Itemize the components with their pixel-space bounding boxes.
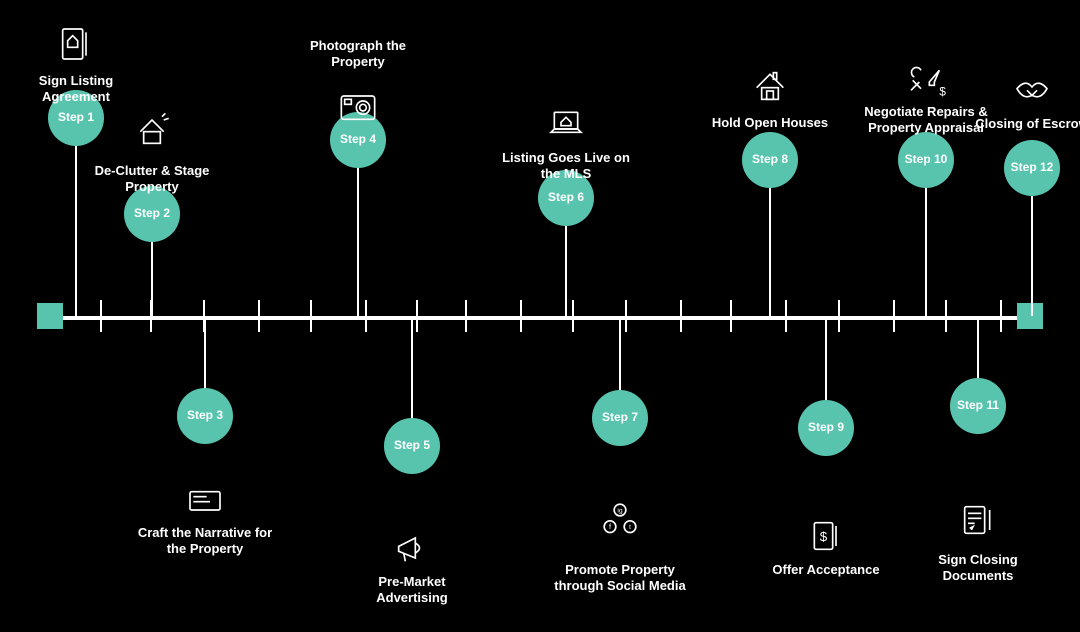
axis-tick <box>572 300 574 332</box>
connector <box>977 316 979 378</box>
axis-tick <box>100 300 102 332</box>
svg-text:$: $ <box>939 85 946 98</box>
step-circle-10: Step 10 <box>898 132 954 188</box>
house-sparkle-icon <box>132 110 172 150</box>
connector <box>769 188 771 316</box>
connector <box>565 226 567 316</box>
connector <box>151 242 153 316</box>
connector <box>411 316 413 418</box>
tools-dollar-icon: $ <box>906 62 946 102</box>
axis-tick <box>730 300 732 332</box>
axis-start <box>37 303 63 329</box>
axis-tick <box>310 300 312 332</box>
connector <box>619 316 621 390</box>
laptop-house-icon <box>546 104 586 144</box>
axis-tick <box>785 300 787 332</box>
handshake-icon <box>1012 72 1052 112</box>
step-label-9: Offer Acceptance <box>756 562 896 578</box>
axis-tick <box>258 300 260 332</box>
connector <box>925 188 927 316</box>
step-circle-5: Step 5 <box>384 418 440 474</box>
connector <box>75 146 77 316</box>
axis-tick <box>838 300 840 332</box>
step-label-4: Photograph the Property <box>288 38 428 71</box>
step-label-7: Promote Property through Social Media <box>550 562 690 595</box>
step-circle-12: Step 12 <box>1004 140 1060 196</box>
camera-icon <box>338 86 378 126</box>
step-label-3: Craft the Narrative for the Property <box>135 525 275 558</box>
connector <box>357 168 359 316</box>
svg-text:f: f <box>609 522 612 531</box>
axis-end <box>1017 303 1043 329</box>
card-icon <box>185 480 225 520</box>
step-circle-7: Step 7 <box>592 390 648 446</box>
doc-house-icon <box>56 24 96 64</box>
social-icon: igf t <box>600 500 640 540</box>
step-circle-8: Step 8 <box>742 132 798 188</box>
step-circle-9: Step 9 <box>798 400 854 456</box>
axis-tick <box>365 300 367 332</box>
axis-tick <box>465 300 467 332</box>
step-label-8: Hold Open Houses <box>700 115 840 131</box>
svg-text:t: t <box>629 524 631 531</box>
svg-text:$: $ <box>820 529 828 544</box>
sign-doc-icon <box>958 500 998 540</box>
dollar-doc-icon: $ <box>806 516 846 556</box>
step-label-6: Listing Goes Live on the MLS <box>496 150 636 183</box>
megaphone-icon <box>392 528 432 568</box>
step-label-2: De-Clutter & Stage Property <box>82 163 222 196</box>
axis-tick <box>945 300 947 332</box>
axis-tick <box>625 300 627 332</box>
axis-tick <box>680 300 682 332</box>
axis-tick <box>520 300 522 332</box>
step-label-12: Closing of Escrow <box>962 116 1080 132</box>
connector <box>204 316 206 388</box>
axis-tick <box>416 300 418 332</box>
svg-text:ig: ig <box>617 508 622 515</box>
timeline-axis <box>50 316 1030 320</box>
step-circle-11: Step 11 <box>950 378 1006 434</box>
axis-tick <box>893 300 895 332</box>
connector <box>1031 196 1033 316</box>
connector <box>825 316 827 400</box>
step-label-1: Sign Listing Agreement <box>6 73 146 106</box>
house-icon <box>750 66 790 106</box>
step-label-5: Pre-Market Advertising <box>342 574 482 607</box>
axis-tick <box>1000 300 1002 332</box>
step-label-11: Sign Closing Documents <box>908 552 1048 585</box>
step-circle-3: Step 3 <box>177 388 233 444</box>
